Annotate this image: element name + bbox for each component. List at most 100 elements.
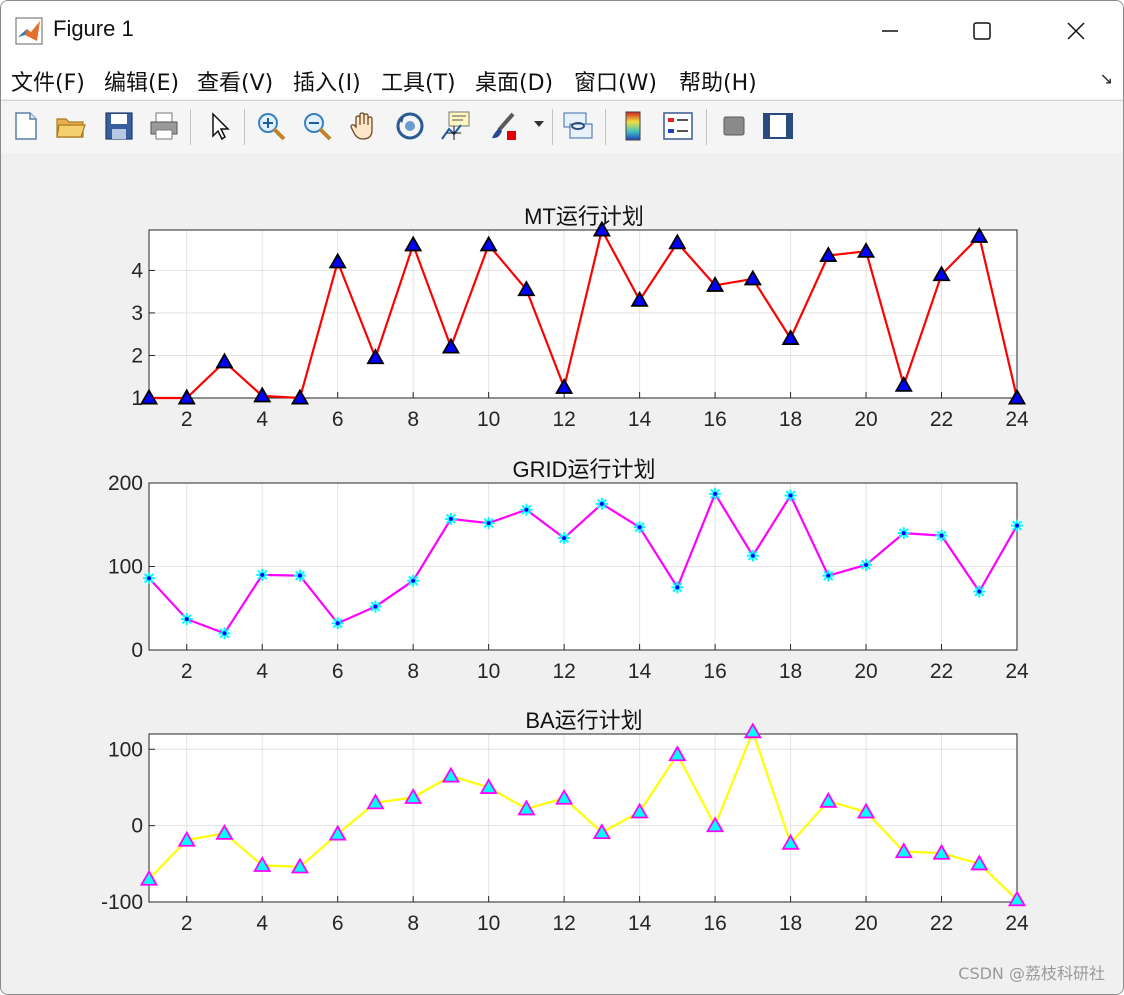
x-tick-label: 14 <box>628 660 652 683</box>
toolbar-separator <box>190 109 191 145</box>
data-point-marker <box>479 235 498 252</box>
menu-window[interactable]: 窗口(W) <box>574 71 657 96</box>
series-line <box>148 491 1018 635</box>
brush-dropdown-icon[interactable] <box>534 121 544 129</box>
x-tick-label: 4 <box>256 408 268 431</box>
menu-desktop[interactable]: 桌面(D) <box>475 71 554 96</box>
menu-bar: 文件(F) 编辑(E) 查看(V) 插入(I) 工具(T) 桌面(D) 窗口(W… <box>1 59 1123 99</box>
axes-background <box>149 734 1017 902</box>
data-point-marker <box>894 842 913 859</box>
x-tick-label: 8 <box>407 408 419 431</box>
x-tick-label: 24 <box>1005 408 1029 431</box>
data-point-marker <box>180 613 193 626</box>
close-button[interactable] <box>1053 9 1099 53</box>
x-tick-label: 18 <box>779 660 802 683</box>
zoom-in-icon[interactable] <box>254 109 288 143</box>
open-folder-icon[interactable] <box>54 109 88 143</box>
data-point-marker <box>932 843 951 860</box>
rotate-3d-icon[interactable] <box>393 109 427 143</box>
data-point-marker <box>177 388 196 405</box>
x-tick-label: 12 <box>552 660 575 683</box>
data-point-marker <box>897 527 910 540</box>
x-tick-label: 2 <box>181 660 193 683</box>
subplot-title: BA运行计划 <box>525 708 642 733</box>
brush-icon[interactable] <box>487 109 521 143</box>
menu-help[interactable]: 帮助(H) <box>679 71 757 96</box>
data-point-marker <box>781 833 800 850</box>
data-point-marker <box>709 487 722 500</box>
data-point-marker <box>856 241 876 258</box>
menu-tools[interactable]: 工具(T) <box>381 71 456 96</box>
dock-arrow-icon[interactable]: ↘ <box>1099 71 1113 88</box>
data-point-marker <box>970 227 989 243</box>
data-point-marker <box>973 585 986 598</box>
x-tick-label: 16 <box>703 660 726 683</box>
data-point-marker <box>860 558 873 571</box>
y-tick-label: 1 <box>131 387 143 410</box>
title-bar[interactable]: Figure 1 <box>1 1 1123 59</box>
data-point-marker <box>819 791 838 808</box>
menu-file[interactable]: 文件(F) <box>11 71 85 96</box>
legend-icon[interactable] <box>661 109 695 143</box>
data-point-marker <box>668 745 687 762</box>
data-point-marker <box>706 816 725 833</box>
x-tick-label: 10 <box>477 912 500 935</box>
menu-edit[interactable]: 编辑(E) <box>104 71 180 96</box>
x-tick-label: 2 <box>181 408 193 431</box>
data-point-marker <box>743 269 762 286</box>
x-tick-label: 4 <box>256 660 268 683</box>
new-file-icon[interactable] <box>9 109 43 143</box>
data-point-marker <box>555 788 574 805</box>
x-tick-label: 22 <box>930 660 953 683</box>
data-point-marker <box>253 856 272 872</box>
data-point-marker <box>441 337 460 354</box>
menu-view[interactable]: 查看(V) <box>197 71 274 96</box>
data-point-marker <box>328 824 347 841</box>
data-point-marker <box>935 529 948 542</box>
menu-insert[interactable]: 插入(I) <box>293 71 361 96</box>
print-icon[interactable] <box>147 109 181 143</box>
data-point-marker <box>290 857 310 874</box>
data-point-marker <box>592 823 611 840</box>
show-plot-tools-icon[interactable] <box>761 109 795 143</box>
data-point-marker <box>671 581 684 594</box>
data-point-marker <box>1007 890 1027 907</box>
x-tick-label: 24 <box>1005 660 1029 683</box>
toolbar-separator <box>552 109 553 145</box>
data-point-marker <box>592 220 611 237</box>
maximize-button[interactable] <box>959 9 1005 53</box>
data-cursor-icon[interactable] <box>439 109 473 143</box>
data-point-marker <box>595 497 608 510</box>
x-tick-label: 10 <box>477 408 500 431</box>
zoom-out-icon[interactable] <box>300 109 334 143</box>
data-point-marker <box>482 517 495 530</box>
data-point-marker <box>177 830 196 847</box>
pointer-icon[interactable] <box>202 109 236 143</box>
y-tick-label: 4 <box>131 259 143 282</box>
minimize-button[interactable] <box>867 9 913 53</box>
subplot-title: MT运行计划 <box>524 204 644 229</box>
y-tick-label: 0 <box>131 815 143 838</box>
x-tick-label: 14 <box>628 408 652 431</box>
csdn-watermark: CSDN @荔枝科研社 <box>958 964 1105 983</box>
x-tick-label: 18 <box>779 408 802 431</box>
figure-canvas: 2 4 6 8 10 12 14 16 18 20 22 24 1 2 3 4 MT运行计划 2 4 6 8 10 12 14… <box>1 153 1123 994</box>
data-point-marker <box>856 802 876 819</box>
toolbar-separator <box>605 109 606 145</box>
x-tick-label: 20 <box>854 912 877 935</box>
figure-toolbar <box>1 100 1123 154</box>
save-icon[interactable] <box>102 109 136 143</box>
hide-plot-tools-icon[interactable] <box>717 109 751 143</box>
x-tick-label: 16 <box>703 408 726 431</box>
link-plot-icon[interactable] <box>561 109 595 143</box>
y-tick-label: -100 <box>101 891 143 914</box>
data-point-marker <box>293 569 306 582</box>
x-tick-label: 10 <box>477 660 500 683</box>
data-point-marker <box>139 388 159 405</box>
data-point-marker <box>517 799 536 816</box>
data-point-marker <box>517 280 536 297</box>
x-tick-label: 18 <box>779 912 802 935</box>
pan-hand-icon[interactable] <box>347 109 381 143</box>
colorbar-icon[interactable] <box>616 109 650 143</box>
